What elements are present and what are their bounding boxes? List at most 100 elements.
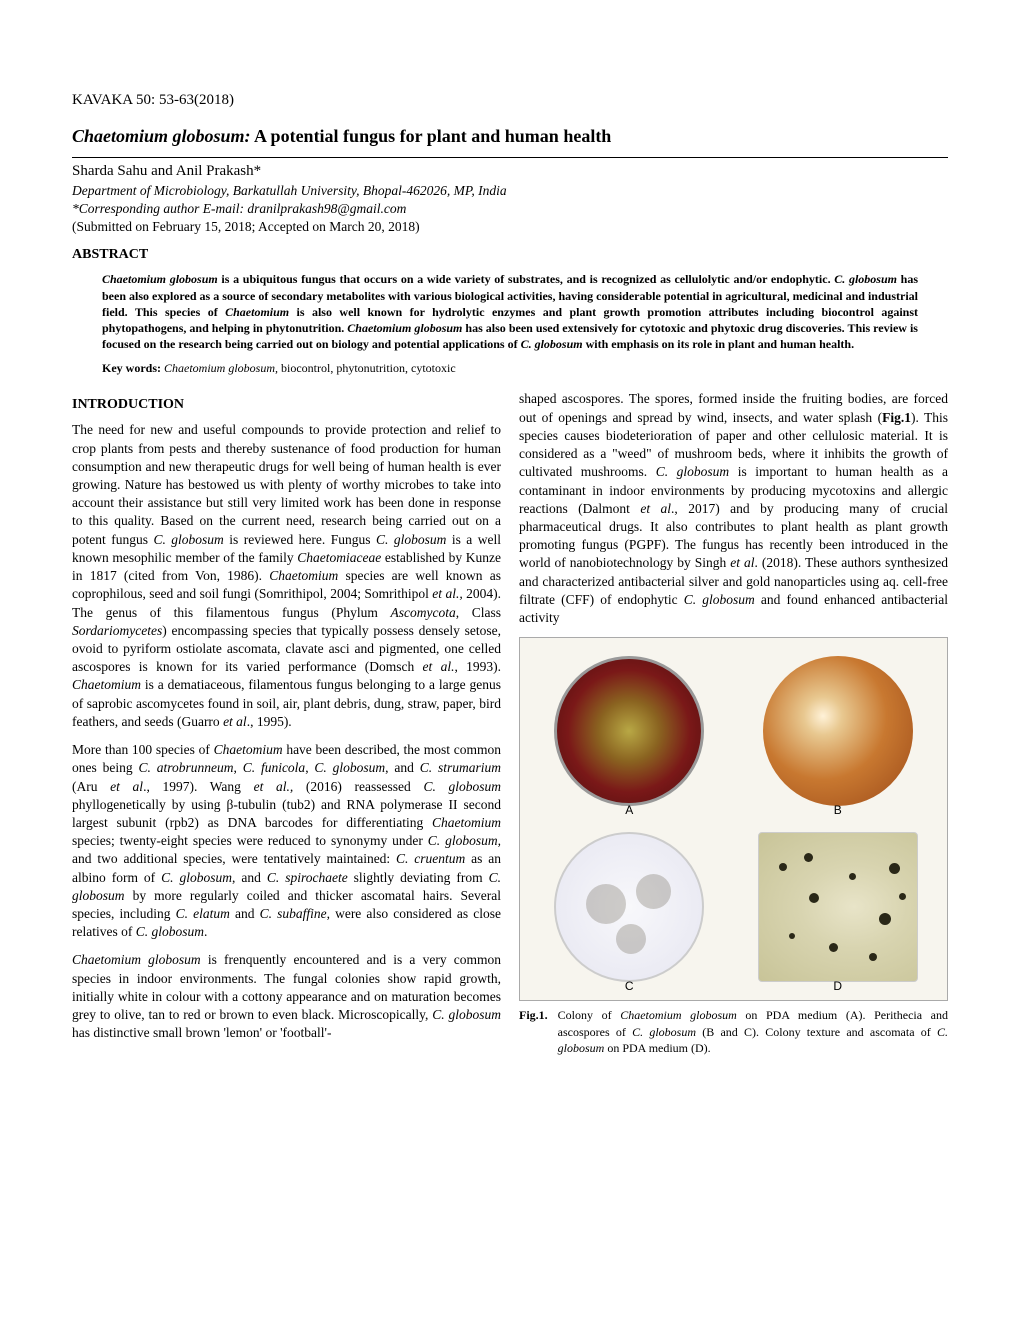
figure-panel-c: C bbox=[528, 822, 731, 992]
species-name: C. globosum bbox=[656, 464, 729, 479]
species-name: C. globosum bbox=[423, 779, 501, 794]
figure-label: Fig.1. bbox=[519, 1007, 548, 1056]
species-name: Chaetomium globosum bbox=[72, 952, 201, 967]
species-name: C. globosum bbox=[632, 1025, 696, 1039]
et-al: et al. bbox=[423, 659, 455, 674]
body-text: and bbox=[230, 906, 260, 921]
corresponding-author: *Corresponding author E-mail: dranilprak… bbox=[72, 200, 948, 218]
body-text: , 1993). bbox=[454, 659, 501, 674]
body-text: is reviewed here. Fungus bbox=[224, 532, 376, 547]
panel-label-b: B bbox=[834, 802, 842, 818]
microscopy-image bbox=[763, 656, 913, 806]
abstract-species: Chaetomium bbox=[225, 305, 289, 319]
species-name: Chaetomium globosum bbox=[620, 1008, 737, 1022]
microscopy-image bbox=[554, 832, 704, 982]
figure-panel-b: B bbox=[737, 646, 940, 816]
genus-name: Chaetomium bbox=[72, 677, 141, 692]
species-name: C. spirochaete bbox=[267, 870, 348, 885]
et-al: et al., bbox=[432, 586, 462, 601]
species-name: C. strumarium bbox=[420, 760, 501, 775]
abstract-t: with emphasis on its role in plant and h… bbox=[583, 337, 855, 351]
figure-1: A B C bbox=[519, 637, 948, 1056]
et-al: et al bbox=[223, 714, 247, 729]
keywords-species: Chaetomium globosum, bbox=[161, 361, 278, 375]
figure-panel-a: A bbox=[528, 646, 731, 816]
journal-reference: KAVAKA 50: 53-63(2018) bbox=[72, 90, 948, 110]
corresponding-email: dranilprakash98@gmail.com bbox=[247, 201, 406, 216]
et-al: et al bbox=[730, 555, 754, 570]
body-text: (2016) reassessed bbox=[293, 779, 423, 794]
caption-text: Colony of Chaetomium globosum on PDA med… bbox=[558, 1007, 948, 1056]
abstract-species: C. globosum bbox=[521, 337, 583, 351]
body-text: , Class bbox=[456, 605, 501, 620]
genus-name: Chaetomium bbox=[269, 568, 338, 583]
et-al: et al., bbox=[254, 779, 294, 794]
body-text: species; twenty-eight species were reduc… bbox=[72, 833, 428, 848]
figure-caption: Fig.1. Colony of Chaetomium globosum on … bbox=[519, 1007, 948, 1056]
body-text: More than 100 species of bbox=[72, 742, 214, 757]
abstract-text: Chaetomium globosum is a ubiquitous fung… bbox=[102, 271, 918, 352]
submission-dates: (Submitted on February 15, 2018; Accepte… bbox=[72, 218, 948, 236]
left-column: INTRODUCTION The need for new and useful… bbox=[72, 390, 501, 1055]
figure-panel-grid: A B C bbox=[519, 637, 948, 1001]
paragraph: More than 100 species of Chaetomium have… bbox=[72, 741, 501, 941]
et-al: et al bbox=[640, 501, 671, 516]
intro-header: INTRODUCTION bbox=[72, 396, 501, 415]
body-text: (Aru bbox=[72, 779, 110, 794]
panel-label-a: A bbox=[625, 802, 633, 818]
panel-label-c: C bbox=[625, 978, 634, 994]
caption-t: (B and C). Colony texture and ascomata o… bbox=[696, 1025, 937, 1039]
phylum-name: Ascomycota bbox=[391, 605, 456, 620]
affiliation: Department of Microbiology, Barkatullah … bbox=[72, 182, 948, 200]
abstract-species: Chaetomium globosum bbox=[102, 272, 218, 286]
caption-t: Colony of bbox=[558, 1008, 621, 1022]
body-text: , bbox=[233, 760, 242, 775]
abstract-species: C. globosum bbox=[834, 272, 897, 286]
paragraph: The need for new and useful compounds to… bbox=[72, 421, 501, 731]
petri-dish-image bbox=[554, 656, 704, 806]
authors: Sharda Sahu and Anil Prakash* bbox=[72, 157, 948, 181]
species-name: C. globosum bbox=[161, 870, 232, 885]
paragraph: shaped ascospores. The spores, formed in… bbox=[519, 390, 948, 627]
panel-label-d: D bbox=[833, 978, 842, 994]
species-name: C. funicola bbox=[243, 760, 305, 775]
body-text: , and bbox=[385, 760, 420, 775]
body-text: has distinctive small brown 'lemon' or '… bbox=[72, 1025, 331, 1040]
genus-name: Chaetomium bbox=[214, 742, 283, 757]
species-name: C. globosum bbox=[314, 760, 385, 775]
body-columns: INTRODUCTION The need for new and useful… bbox=[72, 390, 948, 1055]
genus-name: Chaetomium bbox=[432, 815, 501, 830]
body-text: , and bbox=[232, 870, 267, 885]
species-name: C. atrobrunneum bbox=[138, 760, 233, 775]
keywords: Key words: Chaetomium globosum, biocontr… bbox=[72, 360, 948, 376]
species-name: C. globosum bbox=[684, 592, 755, 607]
figure-ref: Fig.1 bbox=[882, 410, 911, 425]
paragraph: Chaetomium globosum is frenquently encou… bbox=[72, 951, 501, 1042]
species-name: C. cruentum bbox=[396, 851, 465, 866]
corresponding-label: *Corresponding author E-mail: bbox=[72, 201, 247, 216]
species-name: C. globosum bbox=[136, 924, 204, 939]
species-name: C. globosum, bbox=[428, 833, 501, 848]
species-name: C. globosum bbox=[153, 532, 223, 547]
et-al: et al bbox=[110, 779, 143, 794]
body-text: and two additional species, were tentati… bbox=[72, 851, 396, 866]
species-name: C. globosum bbox=[376, 532, 446, 547]
class-name: Sordariomycetes bbox=[72, 623, 162, 638]
species-name: C. subaffine bbox=[260, 906, 327, 921]
family-name: Chaetomiaceae bbox=[297, 550, 381, 565]
abstract-header: ABSTRACT bbox=[72, 246, 948, 265]
colony-texture-image bbox=[758, 832, 918, 982]
species-name: C. elatum bbox=[176, 906, 230, 921]
title-text: A potential fungus for plant and human h… bbox=[251, 126, 612, 146]
article-title: Chaetomium globosum: A potential fungus … bbox=[72, 124, 948, 148]
body-text: slightly deviating from bbox=[348, 870, 489, 885]
abstract-species: Chaetomium globosum bbox=[347, 321, 462, 335]
body-text: . bbox=[204, 924, 207, 939]
figure-panel-d: D bbox=[737, 822, 940, 992]
right-column: shaped ascospores. The spores, formed in… bbox=[519, 390, 948, 1055]
caption-t: on PDA medium (D). bbox=[604, 1041, 710, 1055]
abstract-t: is a ubiquitous fungus that occurs on a … bbox=[218, 272, 835, 286]
title-species: Chaetomium globosum: bbox=[72, 126, 251, 146]
species-name: C. globosum bbox=[432, 1007, 501, 1022]
body-text: The need for new and useful compounds to… bbox=[72, 422, 501, 546]
